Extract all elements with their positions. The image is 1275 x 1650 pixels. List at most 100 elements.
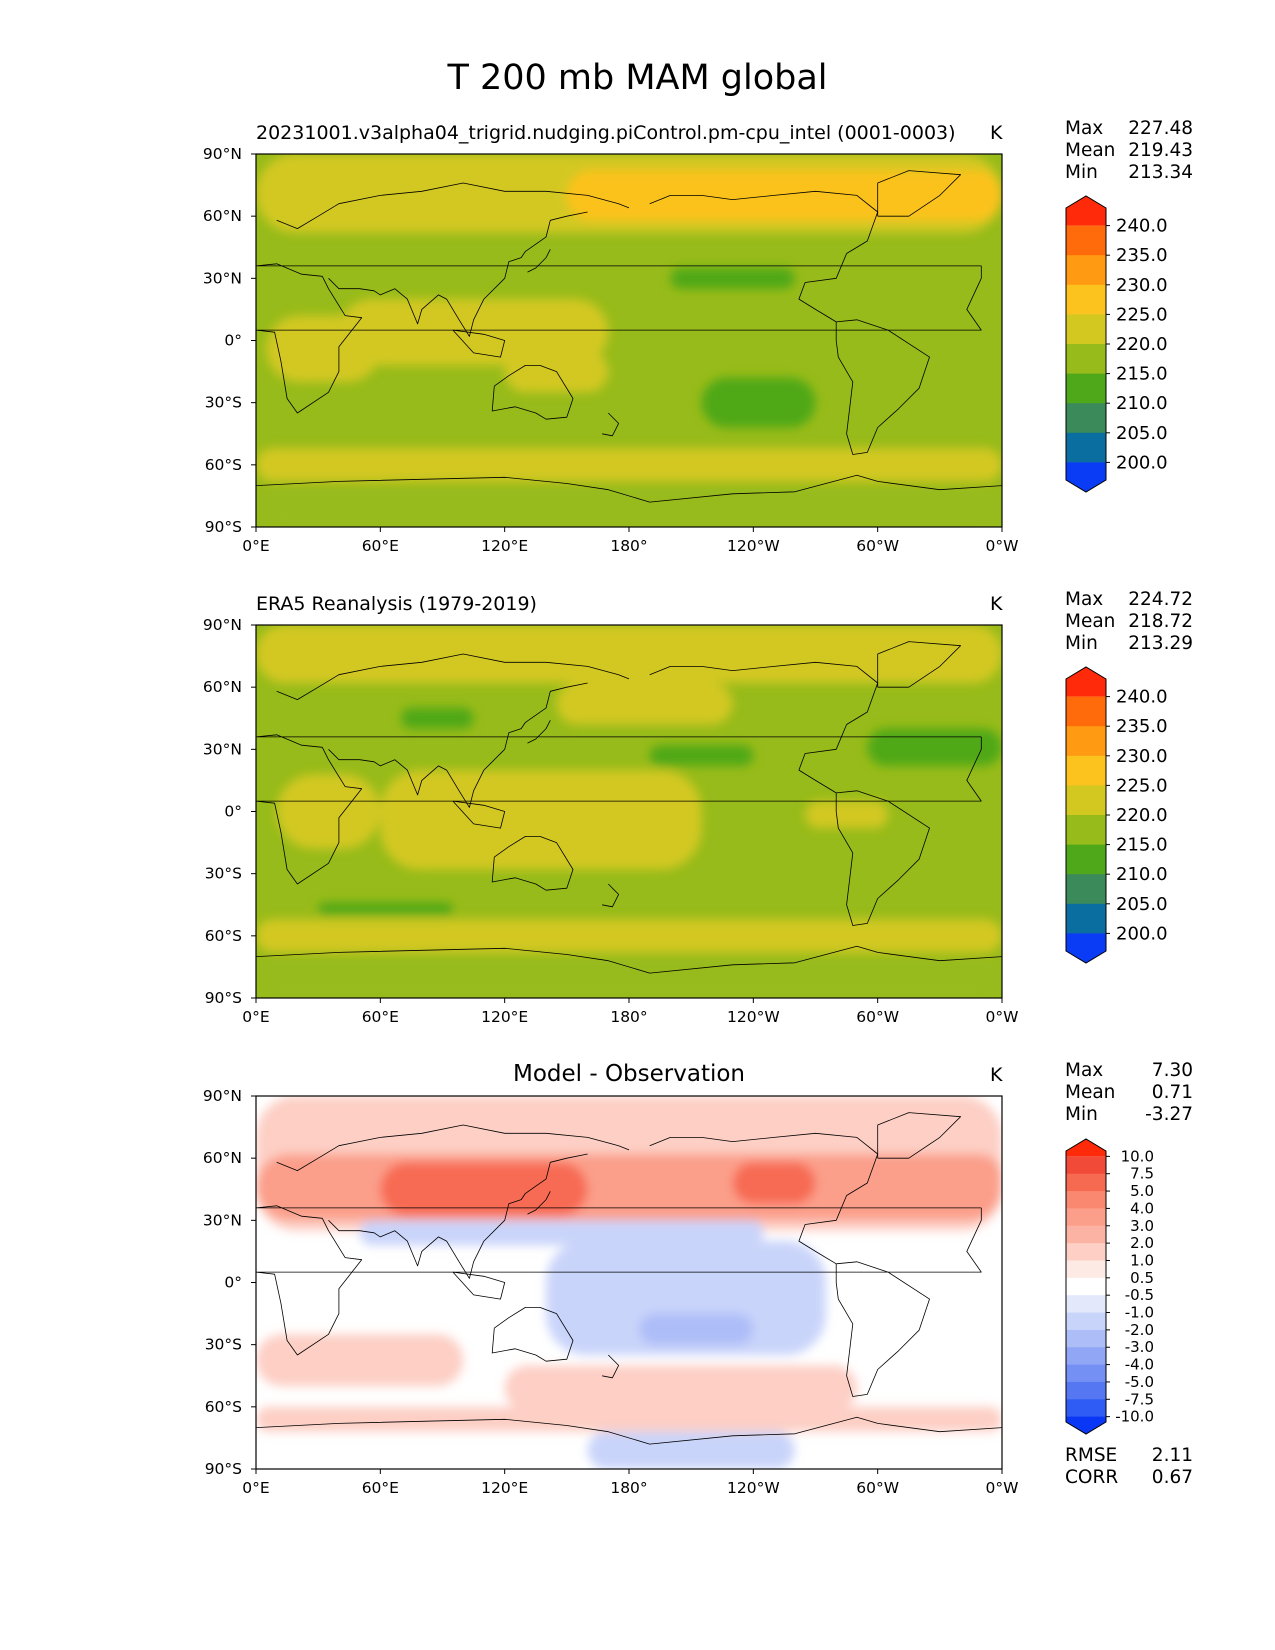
lat-tick-label: 60°S <box>205 456 242 474</box>
colorbar-extend-min <box>1066 933 1106 963</box>
lat-tick-label: 90°N <box>203 1087 242 1105</box>
field-background <box>256 625 1002 998</box>
field-region <box>276 774 381 849</box>
field-region <box>856 1154 1002 1200</box>
panel-1-title: 20231001.v3alpha04_trigrid.nudging.piCon… <box>256 122 956 144</box>
colorbar-label: 3.0 <box>1130 1217 1154 1235</box>
colorbar-cell <box>1066 255 1106 286</box>
colorbar-label: 225.0 <box>1116 775 1168 796</box>
lon-tick-label: 60°E <box>362 537 399 555</box>
stat-label: Min <box>1065 633 1098 654</box>
colorbar-extend-max <box>1066 1139 1106 1157</box>
lon-tick-label: 120°W <box>727 1008 780 1026</box>
coastline <box>527 720 551 744</box>
panel-3-units: K <box>990 1064 1003 1086</box>
colorbar-cell <box>1066 314 1106 345</box>
lat-tick-label: 60°S <box>205 927 242 945</box>
coastline <box>452 1271 506 1300</box>
colorbar-cell <box>1066 785 1106 816</box>
field-region <box>359 1220 764 1246</box>
colorbar-cell <box>1066 696 1106 727</box>
colorbar-label: 1.0 <box>1130 1251 1154 1269</box>
coastline <box>491 1307 574 1362</box>
field-region <box>670 267 795 289</box>
colorbar-label: 4.0 <box>1130 1199 1154 1217</box>
lon-tick-label: 120°W <box>727 537 780 555</box>
field-region <box>256 448 1002 482</box>
field-region <box>504 350 609 393</box>
colorbar-extend-min <box>1066 1416 1106 1434</box>
coastline <box>491 836 574 891</box>
lat-tick-label: 0° <box>224 803 242 821</box>
stat-label: Max <box>1065 589 1104 610</box>
lat-tick-label: 30°S <box>205 865 242 883</box>
lon-tick-label: 60°E <box>362 1479 399 1497</box>
field-region <box>701 377 816 428</box>
field-region <box>546 1241 826 1356</box>
colorbar-label: 0.5 <box>1130 1269 1154 1287</box>
panel-1-stats: Max 227.48 Mean 219.43 Min 213.34 <box>1065 118 1193 184</box>
colorbar-label: -2.0 <box>1125 1321 1154 1339</box>
coastlines <box>256 641 1002 974</box>
coastline <box>649 190 879 323</box>
colorbar-extend-max <box>1066 196 1106 226</box>
colorbar-label: -4.0 <box>1125 1356 1154 1374</box>
coastline <box>602 412 619 437</box>
stat-value: 213.34 <box>1128 162 1193 183</box>
lon-tick-label: 0°E <box>242 537 269 555</box>
coastline <box>835 1261 930 1397</box>
metric-label: CORR <box>1065 1467 1119 1488</box>
coastline <box>602 883 619 908</box>
colorbar-cell <box>1066 403 1106 434</box>
map-panel-2: 90°N 60°N 30°N 0° 30°S 60°S 90°S0°E 60°E 120°E 18… <box>203 616 1019 1026</box>
colorbar-cell <box>1066 874 1106 905</box>
colorbar-cell <box>1066 1347 1106 1366</box>
lat-tick-label: 30°S <box>205 394 242 412</box>
coastline <box>256 1205 982 1356</box>
coastline <box>649 1132 879 1265</box>
field-region <box>566 170 1002 221</box>
lat-tick-label: 30°S <box>205 1336 242 1354</box>
colorbar-cell <box>1066 344 1106 375</box>
stat-value: 0.71 <box>1151 1082 1193 1103</box>
panel-2-units: K <box>990 593 1003 615</box>
field-region <box>256 919 1002 953</box>
colorbar-extend-min <box>1066 462 1106 492</box>
field-region <box>266 315 381 382</box>
colorbar-label: 10.0 <box>1121 1147 1154 1165</box>
colorbar-cell <box>1066 1225 1106 1244</box>
colorbar-outline <box>1065 666 1107 964</box>
colorbar-cell <box>1066 1381 1106 1400</box>
stat-label: Max <box>1065 118 1104 139</box>
lat-tick-label: 60°N <box>203 678 242 696</box>
lat-tick-label: 90°S <box>205 1460 242 1478</box>
colorbar-outline <box>1065 1138 1107 1435</box>
colorbar-cell <box>1066 1364 1106 1383</box>
coastline <box>256 734 982 885</box>
colorbar-label: 205.0 <box>1116 423 1168 444</box>
panel-3-metrics: RMSE 2.11 CORR 0.67 <box>1065 1445 1193 1489</box>
coastline <box>452 329 506 358</box>
field-region <box>401 707 474 729</box>
lon-tick-label: 120°E <box>481 1479 528 1497</box>
colorbar-label: 225.0 <box>1116 304 1168 325</box>
lat-tick-label: 90°N <box>203 616 242 634</box>
lat-tick-label: 0° <box>224 1274 242 1292</box>
lat-tick-label: 90°N <box>203 145 242 163</box>
field-region <box>380 770 702 870</box>
coastline <box>256 474 1002 503</box>
panel-3-stats: Max 7.30 Mean 0.71 Min -3.27 <box>1065 1060 1193 1126</box>
coastlines <box>256 1112 1002 1445</box>
field-region <box>256 485 1002 527</box>
field-region <box>380 1162 588 1217</box>
colorbar-label: -3.0 <box>1125 1338 1154 1356</box>
lon-tick-label: 180° <box>610 537 647 555</box>
field-region <box>338 299 609 366</box>
colorbar-cell <box>1066 1208 1106 1227</box>
lon-tick-label: 120°E <box>481 537 528 555</box>
field-region <box>256 448 1002 482</box>
coastline <box>276 182 630 229</box>
colorbar-cell <box>1066 1260 1106 1279</box>
coastline <box>276 653 630 700</box>
colorbar-label: 235.0 <box>1116 245 1168 266</box>
